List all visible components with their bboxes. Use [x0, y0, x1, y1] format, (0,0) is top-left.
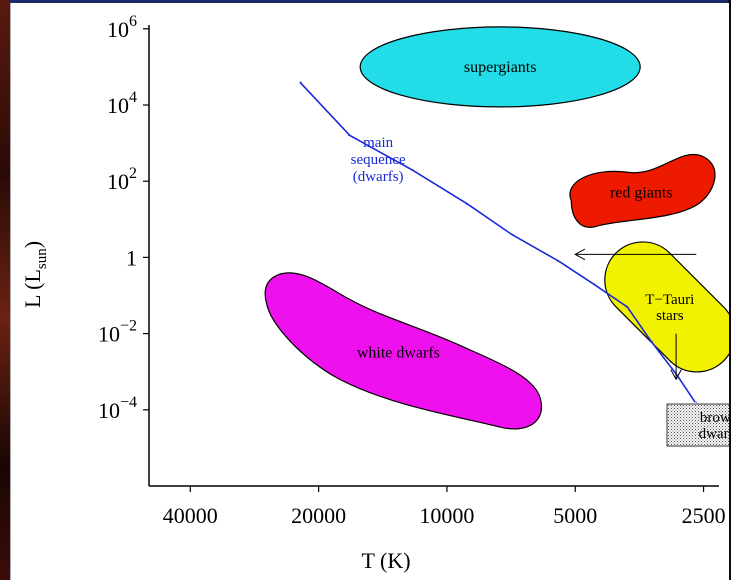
series-point-main-sequence	[412, 169, 414, 171]
region-t-tauri-stars	[604, 241, 729, 373]
y-tick-label-base: 1	[126, 245, 137, 270]
region-label-brown-dwarfs: brown	[700, 410, 729, 426]
window-frame-right	[728, 0, 731, 580]
hr-diagram-chart: supergiants red giants white dwarfs T−Tauri…	[20, 13, 729, 573]
axes-layer	[148, 25, 719, 487]
y-axis-title-close: )	[20, 241, 45, 248]
series-point-main-sequence	[695, 401, 697, 403]
y-axis-title: L (Lsun)	[20, 241, 50, 308]
series-point-main-sequence	[512, 233, 514, 236]
region-label-t-tauri-stars: T−Tauri	[645, 292, 694, 308]
ticks-layer: 40000 20000 10000 5000 2500106104102110−210−…	[98, 13, 726, 528]
y-tick-label: 102	[107, 165, 137, 194]
x-tick-label: 10000	[419, 503, 474, 528]
series-label-main-sequence: sequence	[351, 152, 406, 168]
y-tick-label: 10−4	[98, 394, 137, 423]
region-red-giants	[569, 154, 716, 228]
region-label-t-tauri-stars: stars	[656, 308, 684, 324]
region-brown-dwarfs	[666, 403, 729, 447]
window-frame-top	[10, 0, 731, 3]
y-tick-label: 1	[126, 245, 137, 270]
series-label-main-sequence: main	[363, 135, 393, 151]
y-axis-title-main: L (L	[20, 269, 45, 308]
series-line-main-sequence	[299, 81, 696, 403]
x-tick-label: 40000	[163, 503, 218, 528]
region-label-red-giants: red giants	[610, 185, 673, 202]
y-tick-label: 106	[107, 13, 137, 42]
y-tick-label-exponent: 4	[129, 89, 137, 106]
y-tick-label-base: 10	[107, 17, 129, 42]
y-tick-label-base: 10	[98, 398, 120, 423]
y-tick-label-exponent: −4	[120, 394, 137, 411]
y-tick-label: 104	[107, 89, 137, 118]
y-tick-label: 10−2	[98, 318, 137, 347]
annotation-arrow-head	[574, 248, 586, 261]
series-point-main-sequence	[651, 340, 653, 342]
series-point-main-sequence	[465, 203, 467, 205]
annotations-layer	[574, 248, 697, 381]
labels-layer: T (K) L (Lsun)	[20, 241, 411, 573]
x-tick-label: 2500	[682, 503, 726, 528]
series-label-main-sequence: (dwarfs)	[353, 169, 404, 185]
x-axis-title: T (K)	[361, 548, 410, 573]
region-label-white-dwarfs: white dwarfs	[357, 345, 440, 362]
region-supergiants	[359, 26, 641, 108]
series-point-main-sequence	[557, 260, 559, 262]
series-point-main-sequence	[625, 306, 627, 308]
series-point-main-sequence	[300, 81, 302, 83]
window-frame-left	[0, 0, 10, 580]
region-white-dwarfs	[264, 272, 543, 430]
y-tick-label-base: 10	[107, 93, 129, 118]
hr-diagram-panel: supergiants red giants white dwarfs T−Tauri…	[10, 3, 729, 580]
y-tick-label-exponent: 2	[129, 165, 137, 182]
y-tick-label-base: 10	[107, 169, 129, 194]
region-label-supergiants: supergiants	[464, 59, 537, 76]
region-label-brown-dwarfs: dwarfs	[699, 426, 729, 442]
x-tick-label: 20000	[291, 503, 346, 528]
y-axis-title-subscript: sun	[34, 248, 50, 269]
y-tick-label-exponent: −2	[120, 318, 137, 335]
y-tick-label-exponent: 6	[129, 13, 137, 30]
x-tick-label: 5000	[553, 503, 597, 528]
y-tick-label-base: 10	[98, 322, 120, 347]
series-point-main-sequence	[594, 283, 596, 285]
regions-layer: supergiants red giants white dwarfs T−Tauri…	[264, 26, 729, 447]
series-point-main-sequence	[348, 134, 350, 137]
annotation-arrow-head	[670, 369, 682, 381]
